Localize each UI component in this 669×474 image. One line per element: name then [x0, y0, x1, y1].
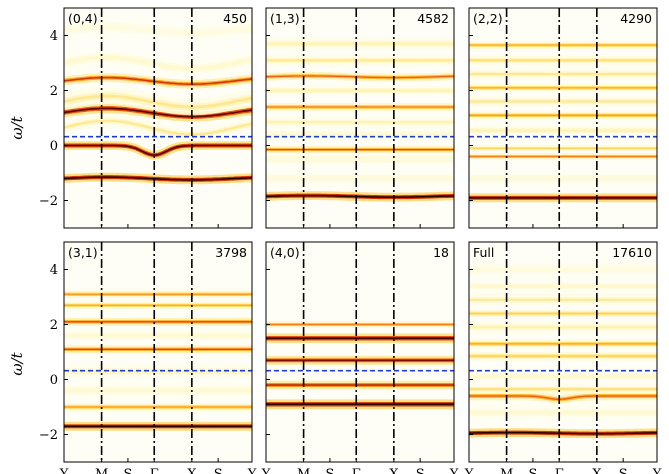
panel-count: 4582: [417, 11, 449, 26]
panel-6: Y M S Γ X S Y Full 17610: [464, 241, 662, 474]
panel-grid: −2 0 2 4 (0,4) 450 (1,3) 4582 (2,2) 4290 −2 0 2 4 Y M S Γ…: [39, 7, 662, 474]
band-5: [64, 87, 252, 116]
panel-count: 18: [433, 245, 449, 260]
xtick-label: S: [619, 467, 628, 474]
panel-count: 4290: [620, 11, 652, 26]
xtick-label: Γ: [150, 467, 159, 474]
ytick-label: 4: [50, 263, 58, 278]
spectral-map: [469, 258, 657, 439]
xtick-label: S: [416, 467, 425, 474]
band-3: [64, 115, 252, 140]
panel-4: −2 0 2 4 Y M S Γ X S Y (3,1) 3798: [39, 241, 257, 474]
panel-1: −2 0 2 4 (0,4) 450: [39, 7, 253, 229]
panel-count: 17610: [612, 245, 652, 260]
band-3: [469, 391, 657, 404]
xtick-label: S: [123, 467, 132, 474]
xtick-label: X: [389, 467, 399, 474]
panel-3: (2,2) 4290: [468, 7, 658, 229]
xtick-label: Y: [652, 467, 662, 474]
panel-frame: [468, 241, 658, 463]
xtick-label: M: [95, 467, 108, 474]
ytick-label: 4: [50, 29, 58, 44]
panel-label: Full: [473, 245, 494, 260]
panel-background: [266, 242, 454, 462]
panel-frame: [63, 7, 253, 229]
spectral-map: [64, 16, 252, 185]
panel-5: Y M S Γ X S Y (4,0) 18: [261, 241, 459, 474]
spectral-map: [266, 37, 454, 202]
panel-count: 450: [223, 11, 247, 26]
panel-count: 3798: [215, 245, 247, 260]
band-1: [266, 191, 454, 202]
ytick-label: −2: [39, 428, 58, 443]
band-8: [64, 16, 252, 44]
spectral-map: [64, 290, 252, 431]
band-6: [64, 73, 252, 89]
panel-label: (3,1): [68, 245, 98, 260]
band-9: [266, 72, 454, 82]
panel-2: (1,3) 4582: [265, 7, 455, 229]
xtick-label: Γ: [555, 467, 564, 474]
xtick-label: M: [500, 467, 513, 474]
panel-label: (1,3): [270, 11, 300, 26]
xtick-label: Y: [261, 467, 271, 474]
ytick-label: −2: [39, 194, 58, 209]
xtick-label: Y: [464, 467, 474, 474]
band-7: [64, 49, 252, 77]
band-2: [64, 141, 252, 160]
panel-frame: [468, 7, 658, 229]
xtick-label: S: [214, 467, 223, 474]
band-4: [64, 103, 252, 122]
panel-frame: [63, 241, 253, 463]
xtick-label: M: [297, 467, 310, 474]
ylabel-top: ω/t: [8, 115, 26, 139]
ylabel-bottom: ω/t: [8, 351, 26, 375]
spectral-map: [469, 41, 657, 203]
xtick-label: S: [528, 467, 537, 474]
xtick-label: X: [592, 467, 602, 474]
xtick-label: Y: [449, 467, 459, 474]
ytick-label: 0: [50, 373, 58, 388]
ytick-label: 0: [50, 139, 58, 154]
xtick-label: S: [325, 467, 334, 474]
xtick-label: Y: [247, 467, 257, 474]
panel-frame: [265, 7, 455, 229]
panel-label: (2,2): [473, 11, 503, 26]
xtick-label: Y: [59, 467, 69, 474]
band-1: [64, 172, 252, 185]
panel-label: (0,4): [68, 11, 98, 26]
panel-label: (4,0): [270, 245, 300, 260]
panel-frame: [265, 241, 455, 463]
xtick-label: Γ: [352, 467, 361, 474]
band-1: [469, 428, 657, 439]
ytick-label: 2: [50, 318, 58, 333]
xtick-label: X: [187, 467, 197, 474]
spectral-map: [266, 321, 454, 410]
ytick-label: 2: [50, 84, 58, 99]
